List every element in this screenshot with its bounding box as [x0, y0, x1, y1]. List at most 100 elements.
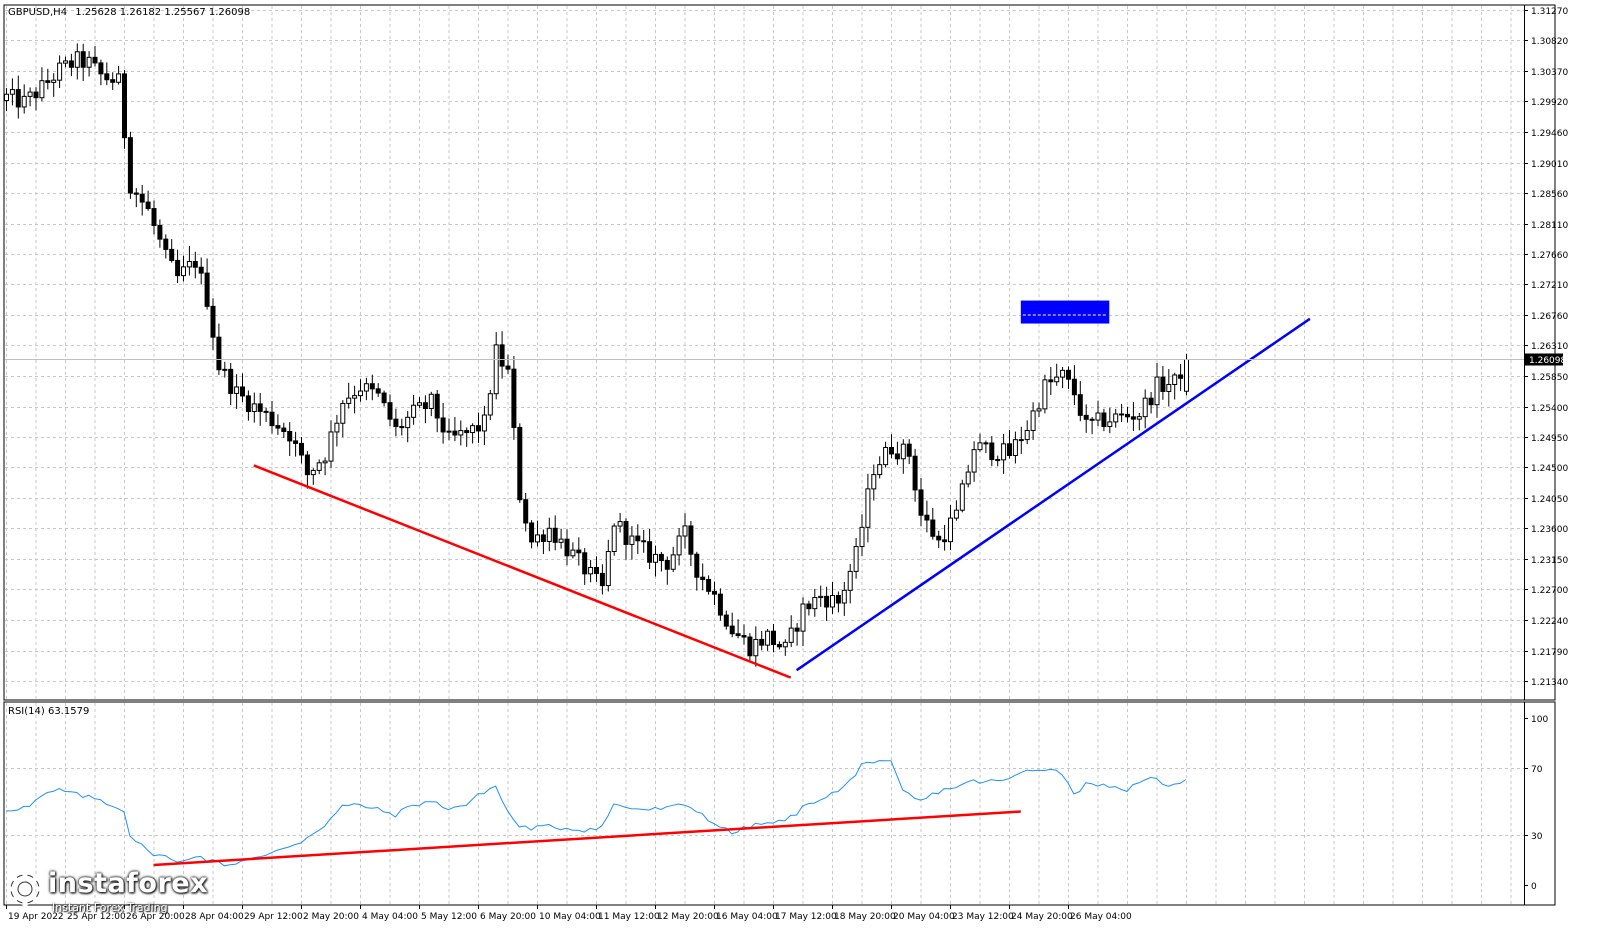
candle-body-bullish	[1024, 429, 1030, 441]
candle	[228, 362, 234, 406]
candle	[588, 559, 594, 583]
candle	[871, 464, 877, 501]
current-price-label: 1.26098	[1529, 356, 1566, 366]
price-candles	[4, 43, 1189, 667]
candle-body-bullish	[653, 553, 658, 563]
candle	[1018, 426, 1024, 454]
x-tick-label: 25 Apr 12:00	[67, 912, 126, 922]
candle-body-bearish	[794, 627, 800, 632]
rsi-panel[interactable]: 100 70 30 0 RSI(14) 63.1579	[3, 701, 1556, 906]
candle	[133, 188, 139, 208]
candle-body-bullish	[340, 402, 346, 424]
candle	[74, 43, 80, 80]
candle-body-bearish	[145, 201, 151, 210]
candle-body-bullish	[222, 368, 228, 371]
candle-body-bullish	[588, 566, 594, 575]
candle	[328, 420, 334, 468]
candle-body-bullish	[181, 266, 186, 277]
candle-body-bearish	[393, 418, 399, 428]
candle	[481, 405, 487, 445]
price-tick-label: 1.29010	[1531, 160, 1568, 170]
candle-body-bearish	[912, 455, 918, 491]
candle	[794, 623, 800, 646]
candle-body-bullish	[812, 597, 818, 610]
candle-body-bullish	[1136, 416, 1142, 420]
candle	[222, 361, 228, 378]
candle	[281, 422, 287, 439]
candle-body-bearish	[930, 519, 936, 537]
candle-body-bearish	[287, 431, 293, 442]
candle	[688, 520, 694, 567]
candle-body-bullish	[1036, 408, 1042, 412]
candle-body-bullish	[358, 390, 363, 397]
candle-body-bearish	[694, 553, 700, 578]
candle-body-bullish	[493, 344, 499, 395]
candle	[9, 78, 15, 106]
candle	[1107, 407, 1113, 434]
candle-body-bullish	[1142, 397, 1148, 418]
candle	[304, 451, 310, 489]
candle-body-bullish	[853, 546, 859, 572]
red-support-trendline[interactable]	[253, 464, 792, 679]
candle	[505, 354, 511, 374]
candle-body-bearish	[422, 402, 428, 409]
blue-target-box[interactable]	[1020, 300, 1110, 324]
candle-body-bearish	[1101, 412, 1107, 427]
candle-body-bullish	[1012, 439, 1018, 456]
candle-body-bullish	[74, 51, 80, 68]
candle	[198, 257, 204, 285]
candle	[889, 434, 894, 459]
x-tick-label: 20 May 04:00	[893, 912, 955, 922]
candle	[51, 73, 57, 97]
candle-body-bullish	[959, 483, 965, 511]
candle-body-bullish	[86, 56, 92, 68]
candle-body-bearish	[894, 453, 900, 460]
candle-body-bullish	[818, 595, 824, 599]
price-tick-label: 1.26760	[1531, 312, 1568, 322]
rsi-red-divergence-trendline[interactable]	[153, 810, 1021, 867]
candle-body-bearish	[198, 266, 204, 274]
candle	[381, 390, 387, 407]
candle-body-bearish	[304, 454, 310, 476]
x-tick-label: 12 May 20:00	[657, 912, 719, 922]
candle-body-bearish	[476, 425, 481, 432]
candle	[653, 545, 658, 577]
candle	[39, 67, 45, 102]
x-tick-label: 23 May 12:00	[952, 912, 1014, 922]
candle	[948, 505, 953, 550]
instaforex-logo-icon	[7, 871, 43, 907]
candle	[847, 563, 853, 604]
candle	[700, 563, 706, 591]
x-tick-label: 26 Apr 20:00	[126, 912, 185, 922]
candle	[275, 414, 281, 435]
blue-support-trendline[interactable]	[795, 317, 1311, 672]
candle	[611, 523, 617, 556]
candle	[812, 588, 818, 617]
candle-body-bullish	[605, 551, 611, 587]
candle	[930, 507, 936, 540]
candle	[116, 66, 122, 85]
candle	[428, 391, 434, 417]
candle-body-bearish	[523, 499, 529, 524]
candle	[830, 581, 835, 614]
candle-body-bullish	[316, 462, 322, 471]
candle	[989, 436, 995, 467]
candle-body-bullish	[322, 460, 328, 464]
rsi-tick-label: 0	[1531, 882, 1537, 892]
candle	[883, 441, 889, 468]
candle-body-bearish	[1007, 443, 1012, 456]
candle-body-bearish	[564, 538, 570, 557]
candle	[245, 390, 251, 421]
candle	[1036, 402, 1042, 418]
candle-body-bearish	[924, 514, 930, 521]
price-panel[interactable]: 1.31270 1.30820 1.30370 1.29920 1.29460 1.290…	[3, 4, 1568, 701]
candle-body-bearish	[98, 62, 104, 75]
candle-body-bearish	[375, 388, 381, 394]
candle-body-bullish	[830, 595, 835, 608]
candle	[464, 427, 470, 447]
candle-body-bearish	[529, 522, 535, 543]
candle	[499, 331, 505, 379]
candle-body-bearish	[499, 344, 505, 367]
candle	[971, 441, 977, 482]
